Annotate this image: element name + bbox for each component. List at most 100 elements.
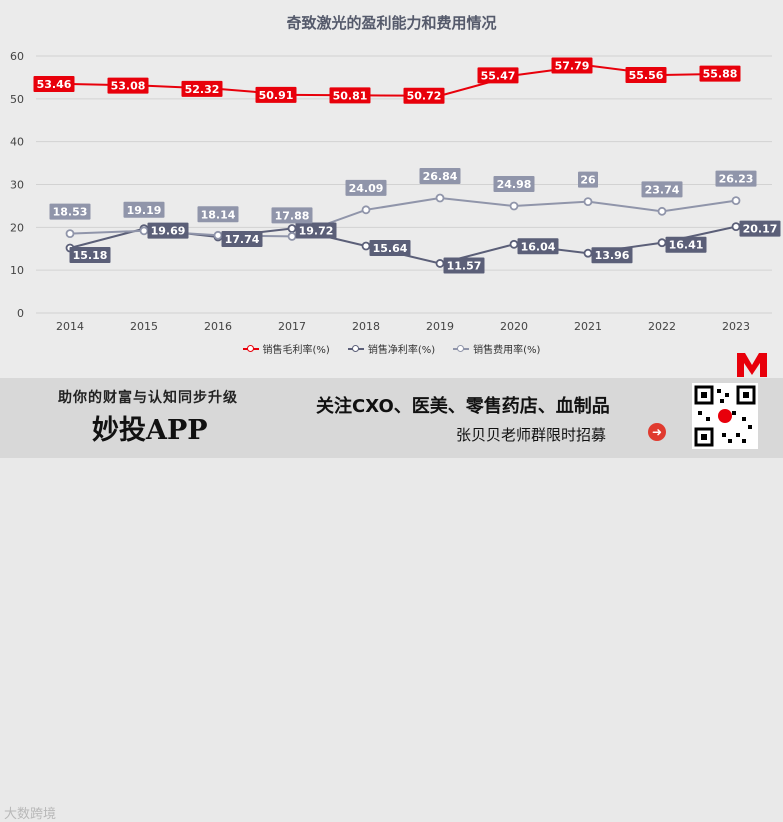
data-point <box>509 201 519 211</box>
data-label: 19.19 <box>127 204 162 217</box>
data-label: 23.74 <box>645 183 680 196</box>
arrow-right-icon[interactable]: ➜ <box>648 423 666 441</box>
data-point <box>583 197 593 207</box>
data-label: 55.56 <box>629 69 664 82</box>
data-label-box <box>578 171 598 188</box>
banner-recruit: 张贝贝老师群限时招募 <box>456 426 607 444</box>
data-label-box <box>715 170 757 187</box>
data-point <box>657 238 667 248</box>
legend-swatch-icon <box>347 344 364 354</box>
data-label-box <box>739 220 781 237</box>
m-logo-icon <box>737 353 767 377</box>
data-label-box <box>255 86 297 103</box>
x-tick-label: 2022 <box>648 320 676 333</box>
x-tick-label: 2018 <box>352 320 380 333</box>
data-label-box <box>221 231 263 248</box>
banner-app-name: 妙投APP <box>92 415 208 446</box>
data-label: 24.09 <box>349 182 384 195</box>
y-tick-label: 0 <box>17 307 24 320</box>
data-label: 50.91 <box>259 89 294 102</box>
data-point <box>435 259 445 268</box>
data-label-box <box>699 65 741 82</box>
data-point <box>361 241 371 251</box>
data-label-box <box>591 247 633 264</box>
watermark: 大数跨境 <box>4 807 57 822</box>
legend-item-gross[interactable]: 销售毛利率(%) <box>242 341 330 356</box>
data-label: 15.18 <box>73 249 108 262</box>
line-chart: 0 10 20 30 40 50 60 2014 2015 2016 2017 2018 2019 202… <box>10 50 781 333</box>
legend-label: 销售费用率(%) <box>473 345 541 356</box>
y-tick-label: 20 <box>10 221 24 234</box>
x-tick-label: 2023 <box>722 320 750 333</box>
data-label-box <box>49 203 91 220</box>
data-point <box>65 229 75 239</box>
banner-headline: 关注CXO、医美、零售药店、血制品 <box>316 396 610 417</box>
legend-label: 销售净利率(%) <box>367 345 436 356</box>
x-tick-label: 2014 <box>56 320 84 333</box>
data-point <box>361 205 371 215</box>
data-label-box <box>403 87 445 104</box>
qr-code-icon[interactable] <box>692 383 758 449</box>
y-tick-label: 10 <box>10 264 24 277</box>
data-label-box <box>625 67 667 84</box>
data-label-box <box>197 206 239 223</box>
data-label-box <box>551 57 593 74</box>
data-label-box <box>147 222 189 239</box>
legend-label: 销售毛利率(%) <box>262 345 330 356</box>
chart-area: 0 10 20 30 40 50 60 2014 2015 2016 2017 2018 2019 202… <box>0 0 783 378</box>
data-point <box>139 226 149 236</box>
x-tick-label: 2016 <box>204 320 232 333</box>
data-label: 20.17 <box>743 223 778 236</box>
data-point <box>287 224 297 233</box>
data-label: 55.88 <box>703 68 738 81</box>
data-label-box <box>271 207 313 224</box>
data-label: 26.23 <box>719 173 754 186</box>
data-label-box <box>641 181 683 198</box>
legend-swatch-icon <box>242 344 259 354</box>
chart-title: 奇致激光的盈利能力和费用情况 <box>286 14 497 32</box>
data-label-box <box>295 222 337 239</box>
data-label-box <box>477 67 519 84</box>
data-label: 18.53 <box>53 206 88 219</box>
data-label-box <box>123 201 165 218</box>
data-label: 53.46 <box>37 78 72 91</box>
data-label: 17.74 <box>225 233 260 246</box>
promo-banner[interactable]: 助你的财富与认知同步升级 妙投APP 关注CXO、医美、零售药店、血制品 张贝贝… <box>0 378 783 822</box>
data-label-box <box>69 246 111 263</box>
y-tick-label: 60 <box>10 50 24 63</box>
data-label-box <box>181 80 223 97</box>
x-tick-label: 2021 <box>574 320 602 333</box>
data-label: 55.47 <box>481 69 516 82</box>
data-label-box <box>665 236 707 253</box>
data-label: 11.57 <box>447 259 482 272</box>
x-tick-label: 2015 <box>130 320 158 333</box>
data-label: 17.88 <box>275 209 310 222</box>
data-point <box>213 230 223 240</box>
data-label: 52.32 <box>185 83 220 96</box>
y-tick-label: 30 <box>10 179 24 192</box>
data-label-box <box>33 76 75 93</box>
data-label-box <box>107 77 149 94</box>
x-tick-label: 2019 <box>426 320 454 333</box>
legend: 销售毛利率(%) 销售净利率(%) 销售费用率(%) <box>0 341 783 356</box>
data-point <box>509 239 519 249</box>
series-line <box>69 64 737 97</box>
banner-slogan: 助你的财富与认知同步升级 <box>58 390 238 406</box>
data-label: 50.81 <box>333 89 368 102</box>
data-point <box>435 193 445 203</box>
legend-item-net[interactable]: 销售净利率(%) <box>347 341 436 356</box>
legend-item-expense[interactable]: 销售费用率(%) <box>453 341 540 356</box>
data-label: 19.69 <box>151 225 186 238</box>
data-label: 24.98 <box>497 178 532 191</box>
data-label: 16.41 <box>669 239 704 252</box>
data-label: 53.08 <box>111 80 146 93</box>
data-label-box <box>443 257 485 274</box>
data-label-box <box>369 240 411 257</box>
y-tick-label: 50 <box>10 93 24 106</box>
data-label: 26 <box>580 174 596 187</box>
data-label: 19.72 <box>299 225 334 238</box>
data-point <box>731 196 741 206</box>
data-label-box <box>329 87 371 104</box>
data-label-box <box>493 176 535 193</box>
data-point <box>731 222 741 232</box>
